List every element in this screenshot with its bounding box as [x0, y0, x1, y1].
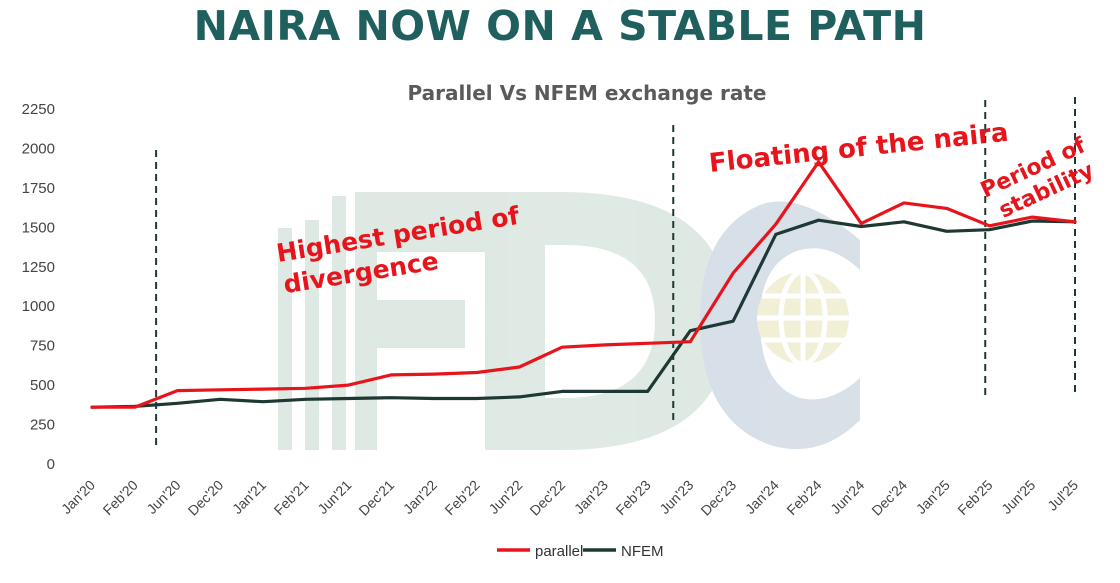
- x-tick-label: Feb'21: [271, 477, 312, 518]
- series-line-parallel: [90, 160, 1077, 409]
- x-tick-label: Dec'24: [868, 477, 910, 519]
- x-tick-label: Jun'21: [314, 477, 354, 517]
- x-tick-label: Feb'23: [612, 477, 653, 518]
- x-tick-label: Jun'22: [485, 477, 525, 517]
- annotation-text: Floating of the naira: [708, 118, 1010, 179]
- x-tick-label: Dec'21: [355, 477, 397, 519]
- x-tick-label: Feb'24: [783, 477, 824, 518]
- watermark-d: [485, 192, 730, 450]
- series-lines: [90, 160, 1077, 409]
- x-tick-label: Feb'25: [954, 477, 995, 518]
- watermark-bar: [305, 220, 319, 450]
- x-tick-label: Jun'24: [827, 477, 867, 517]
- x-axis: Jan'20 Feb'20 Jun'20 Dec'20 Jan'21 Feb'21 Jun'…: [58, 477, 1081, 519]
- x-tick-label: Jun'20: [143, 477, 183, 517]
- y-tick-label: 0: [47, 456, 55, 473]
- y-tick-label: 750: [30, 338, 55, 355]
- headline: NAIRA NOW ON A STABLE PATH: [193, 2, 927, 50]
- period-dividers: [155, 97, 1076, 450]
- watermark-bar: [278, 228, 292, 450]
- x-tick-label: Jan'21: [229, 477, 269, 517]
- y-tick-label: 2250: [22, 101, 55, 118]
- chart-title: Parallel Vs NFEM exchange rate: [408, 81, 767, 105]
- x-tick-label: Jan'22: [400, 477, 440, 517]
- legend-label-parallel: parallel: [535, 543, 583, 560]
- x-tick-label: Jan'24: [742, 477, 782, 517]
- x-tick-label: Jan'20: [58, 477, 98, 517]
- x-tick-label: Dec'22: [526, 477, 568, 519]
- watermark-f-top: [355, 192, 495, 252]
- x-tick-label: Jun'23: [656, 477, 696, 517]
- watermark-f-mid: [355, 300, 465, 348]
- y-tick-label: 250: [30, 417, 55, 434]
- x-tick-label: Jun'25: [998, 477, 1038, 517]
- annotation-floating: Floating of the naira: [708, 118, 1010, 179]
- y-tick-label: 1500: [22, 219, 55, 236]
- x-tick-label: Dec'23: [697, 477, 739, 519]
- x-tick-label: Jan'25: [913, 477, 953, 517]
- legend: parallel NFEM: [497, 543, 664, 560]
- x-tick-label: Feb'22: [441, 477, 482, 518]
- y-tick-label: 500: [30, 377, 55, 394]
- y-axis: 0 250 500 750 1000 1250 1500 1750 2000 2250: [22, 101, 55, 473]
- y-tick-label: 1250: [22, 259, 55, 276]
- y-tick-label: 1750: [22, 180, 55, 197]
- x-tick-label: Dec'20: [185, 477, 227, 519]
- x-tick-label: Jan'23: [571, 477, 611, 517]
- y-tick-label: 1000: [22, 298, 55, 315]
- legend-label-nfem: NFEM: [621, 543, 664, 560]
- series-line-nfem: [90, 218, 1077, 409]
- x-tick-label: Feb'20: [100, 477, 141, 518]
- y-tick-label: 2000: [22, 140, 55, 157]
- x-tick-label: Jul'25: [1044, 477, 1081, 514]
